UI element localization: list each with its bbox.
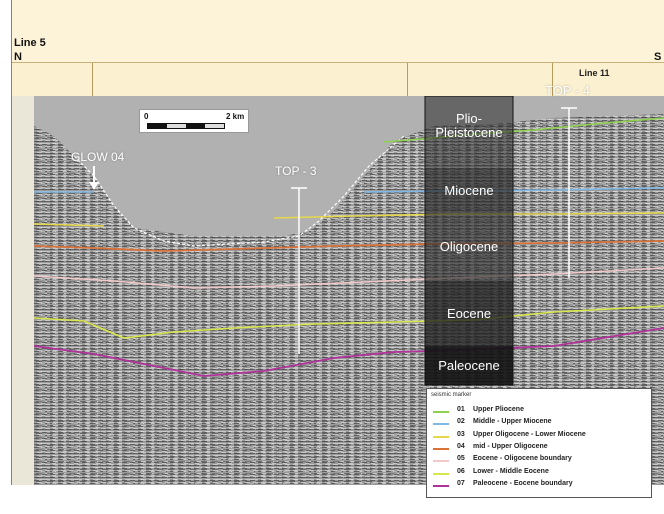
horizon-05 [34, 267, 664, 289]
top3-label: TOP - 3 [275, 164, 317, 178]
legend-number: 04 [457, 442, 465, 450]
scale-start: 0 [144, 112, 149, 121]
legend-title: seismic marker [431, 392, 472, 398]
legend-swatch [433, 435, 449, 438]
line-title: Line 5 [14, 37, 46, 49]
legend-label: mid - Upper Oligocene [473, 442, 548, 450]
legend-item: 01 Upper Pliocene [433, 406, 649, 417]
time-axis [12, 96, 34, 485]
axis-tick [407, 63, 408, 97]
legend-label: Middle - Upper Miocene [473, 418, 552, 426]
strat-paleocene [425, 346, 513, 385]
legend-number: 05 [457, 455, 465, 463]
legend-item: 04 mid - Upper Oligocene [433, 443, 649, 454]
strat-label-paleocene: Paleocene [438, 358, 500, 373]
strat-label-miocene: Miocene [444, 183, 494, 198]
trace-axis-strip [12, 62, 664, 98]
legend-label: Upper Oligocene - Lower Miocene [473, 430, 586, 438]
south-label: S [654, 51, 662, 63]
legend-swatch [433, 460, 449, 463]
legend-swatch [433, 484, 449, 487]
scale-bar [147, 123, 225, 129]
strat-label-oligocene: Oligocene [439, 239, 499, 254]
strat-miocene [425, 168, 513, 213]
legend-swatch [433, 472, 449, 475]
legend-swatch [433, 447, 449, 450]
figure-header [12, 0, 664, 62]
legend-label: Lower - Middle Eocene [473, 467, 549, 475]
legend-item: 07 Paleocene - Eocene boundary [433, 480, 649, 491]
legend-number: 01 [457, 406, 465, 413]
strat-eocene [425, 281, 513, 346]
legend-label: Eocene - Oligocene boundary [473, 455, 572, 463]
glow-label: GLOW 04 [71, 150, 125, 164]
strat-plio [425, 96, 513, 168]
horizon-04 [34, 240, 664, 252]
axis-tick [92, 63, 93, 97]
north-label: N [14, 51, 22, 63]
legend-number: 02 [457, 418, 465, 426]
legend-item: 03 Upper Oligocene - Lower Miocene [433, 431, 649, 442]
legend-item: 06 Lower - Middle Eocene [433, 468, 649, 479]
seismic-marker-legend: seismic marker 01 Upper Pliocene 02 Middle … [426, 388, 652, 498]
top4-label: TOP - 4 [545, 83, 591, 98]
legend-number: 06 [457, 467, 465, 475]
strat-label-plio: Plio- Pleistocene [435, 111, 503, 140]
legend-swatch [433, 411, 449, 413]
horizon-06 [34, 305, 664, 339]
legend-label: Paleocene - Eocene boundary [473, 479, 573, 487]
legend-swatch [433, 423, 449, 426]
scale-bar-box: 0 2 km [139, 109, 249, 133]
axis-tick [552, 63, 553, 97]
seafloor-line [73, 135, 405, 247]
glow-arrow-head [89, 182, 99, 190]
scale-end: 2 km [226, 112, 245, 121]
strat-label-eocene: Eocene [446, 306, 492, 321]
legend-number: 03 [457, 430, 465, 438]
legend-item: 05 Eocene - Oligocene boundary [433, 455, 649, 466]
legend-item: 02 Middle - Upper Miocene [433, 418, 649, 429]
strat-oligocene [425, 213, 513, 281]
legend-label: Upper Pliocene [473, 406, 524, 413]
crossline-label: Line 11 [579, 68, 610, 78]
seismic-section [34, 96, 664, 485]
legend-number: 07 [457, 479, 465, 487]
